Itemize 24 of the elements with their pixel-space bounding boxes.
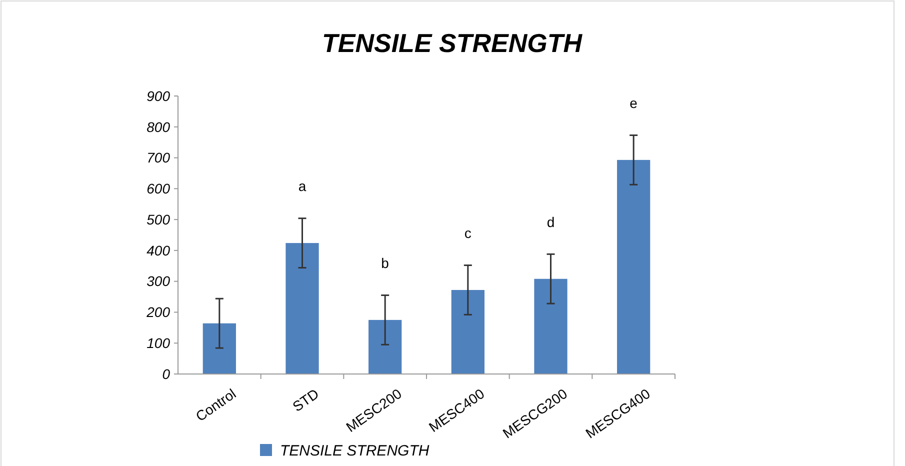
y-tick-label: 800 — [146, 118, 170, 135]
legend-label: TENSILE STRENGTH — [280, 442, 430, 460]
y-tick-label: 100 — [146, 335, 170, 352]
y-tick-label: 300 — [146, 273, 170, 290]
annotation: e — [630, 95, 638, 112]
annotation: b — [381, 255, 390, 272]
y-tick-label: 600 — [146, 180, 170, 197]
annotation: a — [298, 178, 306, 194]
annotation: d — [546, 214, 555, 230]
bar — [451, 290, 484, 374]
bar — [617, 160, 650, 374]
bar — [368, 320, 402, 374]
y-tick-label: 500 — [146, 211, 170, 228]
bar — [534, 278, 568, 374]
x-tick-label: STD — [289, 385, 322, 415]
y-tick-label: 900 — [146, 88, 170, 104]
bar — [202, 323, 236, 374]
y-tick-label: 700 — [146, 150, 170, 166]
y-tick-label: 400 — [146, 242, 170, 258]
bar — [286, 243, 319, 374]
y-tick-label: 0 — [162, 366, 170, 382]
chart-title: TENSILE STRENGTH — [322, 28, 584, 58]
annotation: c — [464, 225, 472, 242]
y-tick-label: 200 — [146, 304, 170, 320]
